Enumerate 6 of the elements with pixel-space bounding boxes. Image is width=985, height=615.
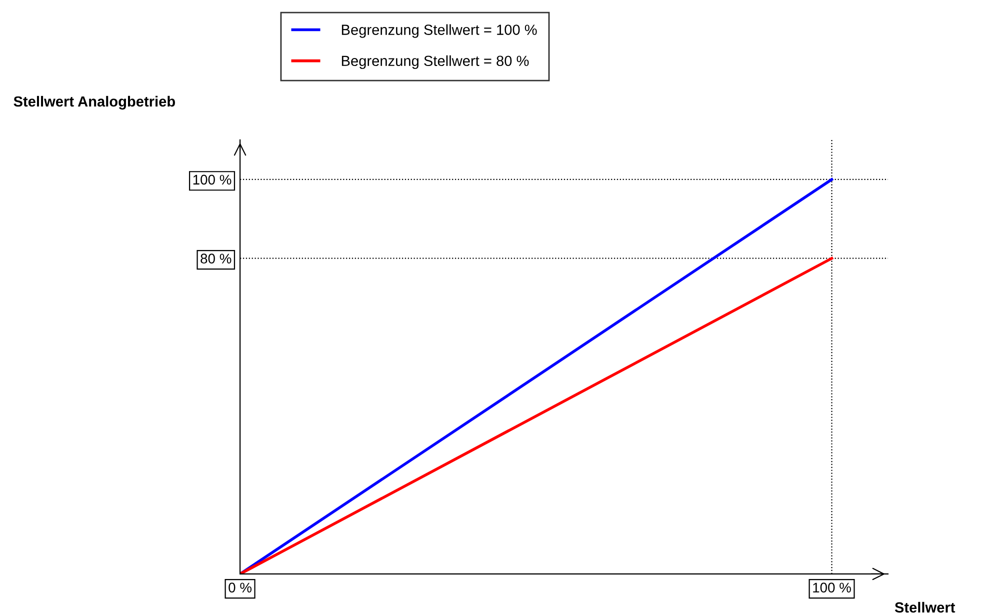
y-axis-title: Stellwert Analogbetrieb (14, 96, 175, 110)
legend-label: Begrenzung Stellwert = 100 % (342, 24, 537, 38)
legend-label: Begrenzung Stellwert = 80 % (342, 55, 529, 69)
x-tick-label: 0 % (228, 582, 252, 593)
x-axis-title: Stellwert (894, 602, 956, 613)
y-tick-label: 80 % (200, 254, 232, 264)
